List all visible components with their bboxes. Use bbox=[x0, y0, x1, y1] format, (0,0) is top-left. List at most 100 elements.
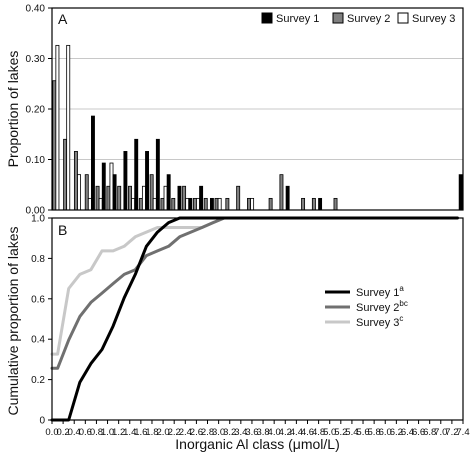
bar-survey-1 bbox=[285, 185, 290, 211]
y-tick-label: 0.20 bbox=[26, 105, 46, 116]
bar-survey-2 bbox=[84, 174, 89, 211]
panel-label-a: A bbox=[58, 11, 68, 27]
bar-survey-2 bbox=[128, 185, 132, 211]
bar-survey-2 bbox=[63, 138, 68, 211]
bar-survey-2 bbox=[268, 197, 273, 211]
x-tick-label: 2.2 bbox=[168, 427, 181, 438]
x-tick-label: 2.0 bbox=[156, 427, 169, 438]
legend-label-survey-2: Survey 2bc bbox=[356, 299, 408, 314]
y-tick-label: 0.40 bbox=[26, 4, 46, 15]
bar-survey-2 bbox=[138, 197, 143, 211]
x-tick-label: 6.4 bbox=[401, 427, 414, 438]
x-tick-label: 5.2 bbox=[334, 427, 347, 438]
x-tick-label: 5.4 bbox=[345, 427, 358, 438]
bar-survey-1 bbox=[166, 174, 171, 211]
bar-survey-2 bbox=[333, 197, 338, 211]
y-tick-label: 0.30 bbox=[26, 54, 46, 65]
bar-survey-3 bbox=[98, 197, 103, 211]
legend-name: Survey 2 bbox=[356, 302, 399, 314]
bar-survey-3 bbox=[77, 174, 81, 211]
x-tick-label: 4.8 bbox=[312, 427, 325, 438]
bar-survey-2 bbox=[279, 174, 284, 211]
bar-survey-3 bbox=[141, 185, 146, 211]
legend-label-survey-3: Survey 3 bbox=[412, 13, 455, 25]
legend-name: Survey 3 bbox=[356, 317, 399, 329]
x-tick-label: 5.6 bbox=[356, 427, 369, 438]
bar-survey-1 bbox=[188, 197, 193, 211]
x-tick-label: 6.8 bbox=[423, 427, 436, 438]
bar-survey-2 bbox=[236, 185, 241, 211]
x-tick-label: 6.2 bbox=[390, 427, 403, 438]
bar-survey-3 bbox=[196, 197, 200, 211]
y-axis-label-a: Proportion of lakes bbox=[5, 51, 21, 168]
legend-swatch-survey-1 bbox=[261, 12, 273, 24]
bar-survey-2 bbox=[311, 197, 316, 211]
bar-survey-1 bbox=[145, 151, 149, 211]
plot-frame-a bbox=[51, 7, 464, 211]
legend-superscript: c bbox=[399, 314, 403, 323]
bar-survey-1 bbox=[318, 197, 323, 211]
bar-survey-2 bbox=[149, 174, 154, 211]
x-tick-label: 1.0 bbox=[101, 427, 114, 438]
bar-survey-2 bbox=[301, 197, 306, 211]
x-tick-label: 3.8 bbox=[256, 427, 269, 438]
y-tick-label: 1.0 bbox=[31, 214, 45, 225]
bar-survey-2 bbox=[95, 185, 100, 211]
bar-survey-2 bbox=[247, 197, 251, 211]
bar-survey-3 bbox=[109, 162, 114, 211]
x-tick-label: 3.6 bbox=[245, 427, 258, 438]
panel-label-b: B bbox=[58, 222, 67, 238]
bar-survey-3 bbox=[250, 197, 255, 211]
x-tick-label: 3.4 bbox=[234, 427, 247, 438]
x-tick-label: 1.8 bbox=[145, 427, 158, 438]
x-tick-label: 1.6 bbox=[134, 427, 147, 438]
x-tick-label: 0.8 bbox=[90, 427, 103, 438]
bar-survey-2 bbox=[73, 151, 78, 211]
plot-frame-b bbox=[51, 217, 464, 421]
x-tick-label: 3.0 bbox=[212, 427, 225, 438]
x-tick-label: 7.0 bbox=[434, 427, 447, 438]
legend-label-survey-1: Survey 1a bbox=[356, 284, 404, 299]
legend-swatch-survey-2 bbox=[332, 12, 344, 24]
x-tick-label: 3.2 bbox=[223, 427, 236, 438]
legend-swatch-survey-3 bbox=[397, 12, 409, 24]
x-tick-label: 2.4 bbox=[179, 427, 192, 438]
panel-a: 0.00 0.10 0.20 0.30 0.40 A Proportion of lakes… bbox=[5, 4, 464, 217]
x-tick-label: 4.2 bbox=[279, 427, 292, 438]
x-tick-label: 0.2 bbox=[56, 427, 69, 438]
y-tick-label: 0.00 bbox=[26, 206, 46, 217]
bar-survey-2 bbox=[214, 197, 219, 211]
y-tick-label: 0.2 bbox=[31, 375, 45, 386]
x-tick-label: 0.6 bbox=[79, 427, 92, 438]
legend-name: Survey 1 bbox=[356, 287, 399, 299]
bar-survey-2 bbox=[160, 197, 165, 211]
panel-b: 00.20.40.60.81.00.00.20.40.60.81.01.21.4… bbox=[5, 214, 470, 453]
bar-survey-2 bbox=[106, 185, 111, 211]
bar-survey-1 bbox=[134, 138, 139, 211]
bar-survey-1 bbox=[155, 138, 160, 211]
x-tick-label: 6.6 bbox=[412, 427, 425, 438]
bar-survey-2 bbox=[225, 197, 230, 211]
bar-survey-2 bbox=[171, 197, 176, 211]
bar-survey-1 bbox=[123, 151, 128, 211]
x-tick-label: 0.0 bbox=[45, 427, 58, 438]
x-tick-label: 6.0 bbox=[379, 427, 392, 438]
x-tick-label: 5.0 bbox=[323, 427, 336, 438]
bar-survey-2 bbox=[117, 185, 122, 211]
bar-survey-1 bbox=[199, 185, 204, 211]
x-tick-label: 7.2 bbox=[445, 427, 458, 438]
x-tick-label: 5.8 bbox=[368, 427, 381, 438]
x-axis-label: Inorganic Al class (μmol/L) bbox=[175, 436, 339, 452]
y-tick-label: 0.6 bbox=[31, 294, 45, 305]
bar-survey-2 bbox=[192, 197, 197, 211]
y-tick-label: 0.8 bbox=[31, 254, 45, 265]
legend-superscript: bc bbox=[399, 299, 407, 308]
bar-survey-3 bbox=[131, 197, 136, 211]
x-tick-label: 2.6 bbox=[190, 427, 203, 438]
bar-survey-3 bbox=[163, 185, 168, 211]
bar-survey-1 bbox=[458, 174, 463, 211]
x-tick-label: 4.4 bbox=[290, 427, 303, 438]
x-tick-label: 0.4 bbox=[68, 427, 81, 438]
x-tick-label: 4.0 bbox=[268, 427, 281, 438]
